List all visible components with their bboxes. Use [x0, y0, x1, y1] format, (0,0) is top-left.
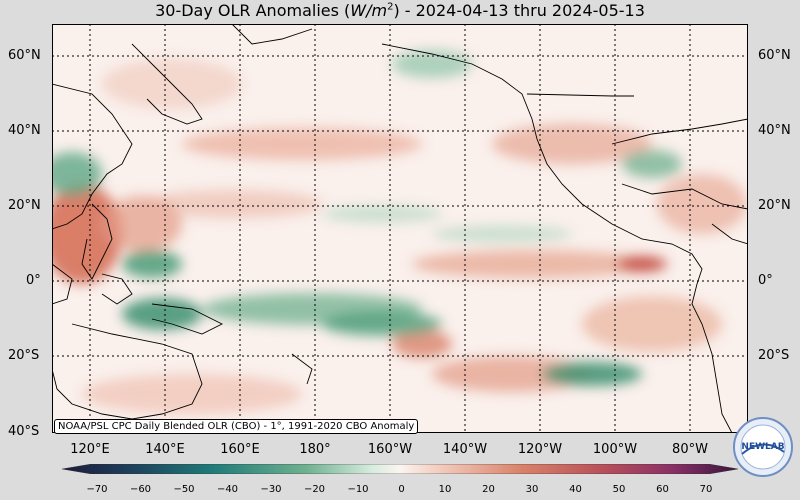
lat-label-60n-left: 60°N [8, 48, 41, 63]
colorbar-tick-label: −20 [303, 484, 326, 495]
lat-label-eq-right: 0° [758, 273, 773, 288]
lon-label-80w: 80°W [672, 442, 708, 457]
lat-label-20s-left: 20°S [8, 348, 40, 363]
logo-text: NEWLAB [741, 442, 784, 452]
data-source-credit: NOAA/PSL CPC Daily Blended OLR (CBO) - 1… [54, 419, 419, 434]
colorbar-tick-label: 70 [699, 484, 713, 495]
olr-anomaly-map [52, 24, 748, 433]
lat-label-60n-right: 60°N [758, 48, 791, 63]
lon-label-160w: 160°W [367, 442, 413, 457]
lat-label-20s-right: 20°S [758, 348, 790, 363]
lon-label-100w: 100°W [592, 442, 638, 457]
map-title: 30-Day OLR Anomalies (W/m2) - 2024-04-13… [155, 1, 645, 20]
colorbar-tick-label: 30 [525, 484, 539, 495]
colorbar [62, 464, 738, 474]
graticule [52, 24, 748, 433]
lat-label-40n-right: 40°N [758, 123, 791, 138]
colorbar-tick-label: −70 [86, 484, 108, 495]
colorbar-tick-label: −30 [260, 484, 282, 495]
lon-label-160e: 160°E [220, 442, 260, 457]
newlab-logo: NEWLAB [733, 417, 793, 477]
lat-label-20n-left: 20°N [8, 198, 41, 213]
colorbar-tick-label: 0 [398, 484, 405, 495]
colorbar-tick-label: −40 [216, 484, 239, 495]
colorbar-tick-label: 20 [482, 484, 495, 495]
colorbar-tick-label: 10 [438, 484, 452, 495]
coastlines [52, 24, 748, 433]
lon-label-180: 180° [299, 442, 331, 457]
lat-label-20n-right: 20°N [758, 198, 791, 213]
anomaly-field [52, 50, 747, 414]
lon-label-120e: 120°E [70, 442, 110, 457]
colorbar-tick-label: −50 [173, 484, 195, 495]
colorbar-tick-label: −60 [129, 484, 152, 495]
colorbar-tick-label: 60 [656, 484, 669, 495]
colorbar-tick-label: 40 [569, 484, 582, 495]
lat-label-eq-left: 0° [26, 273, 41, 288]
colorbar-tick-label: 50 [612, 484, 626, 495]
lat-label-40s-left: 40°S [8, 424, 40, 439]
colorbar-tick-label: −10 [347, 484, 369, 495]
lat-label-40n-left: 40°N [8, 123, 41, 138]
lon-label-140e: 140°E [145, 442, 185, 457]
lon-label-120w: 120°W [517, 442, 563, 457]
lon-label-140w: 140°W [442, 442, 488, 457]
